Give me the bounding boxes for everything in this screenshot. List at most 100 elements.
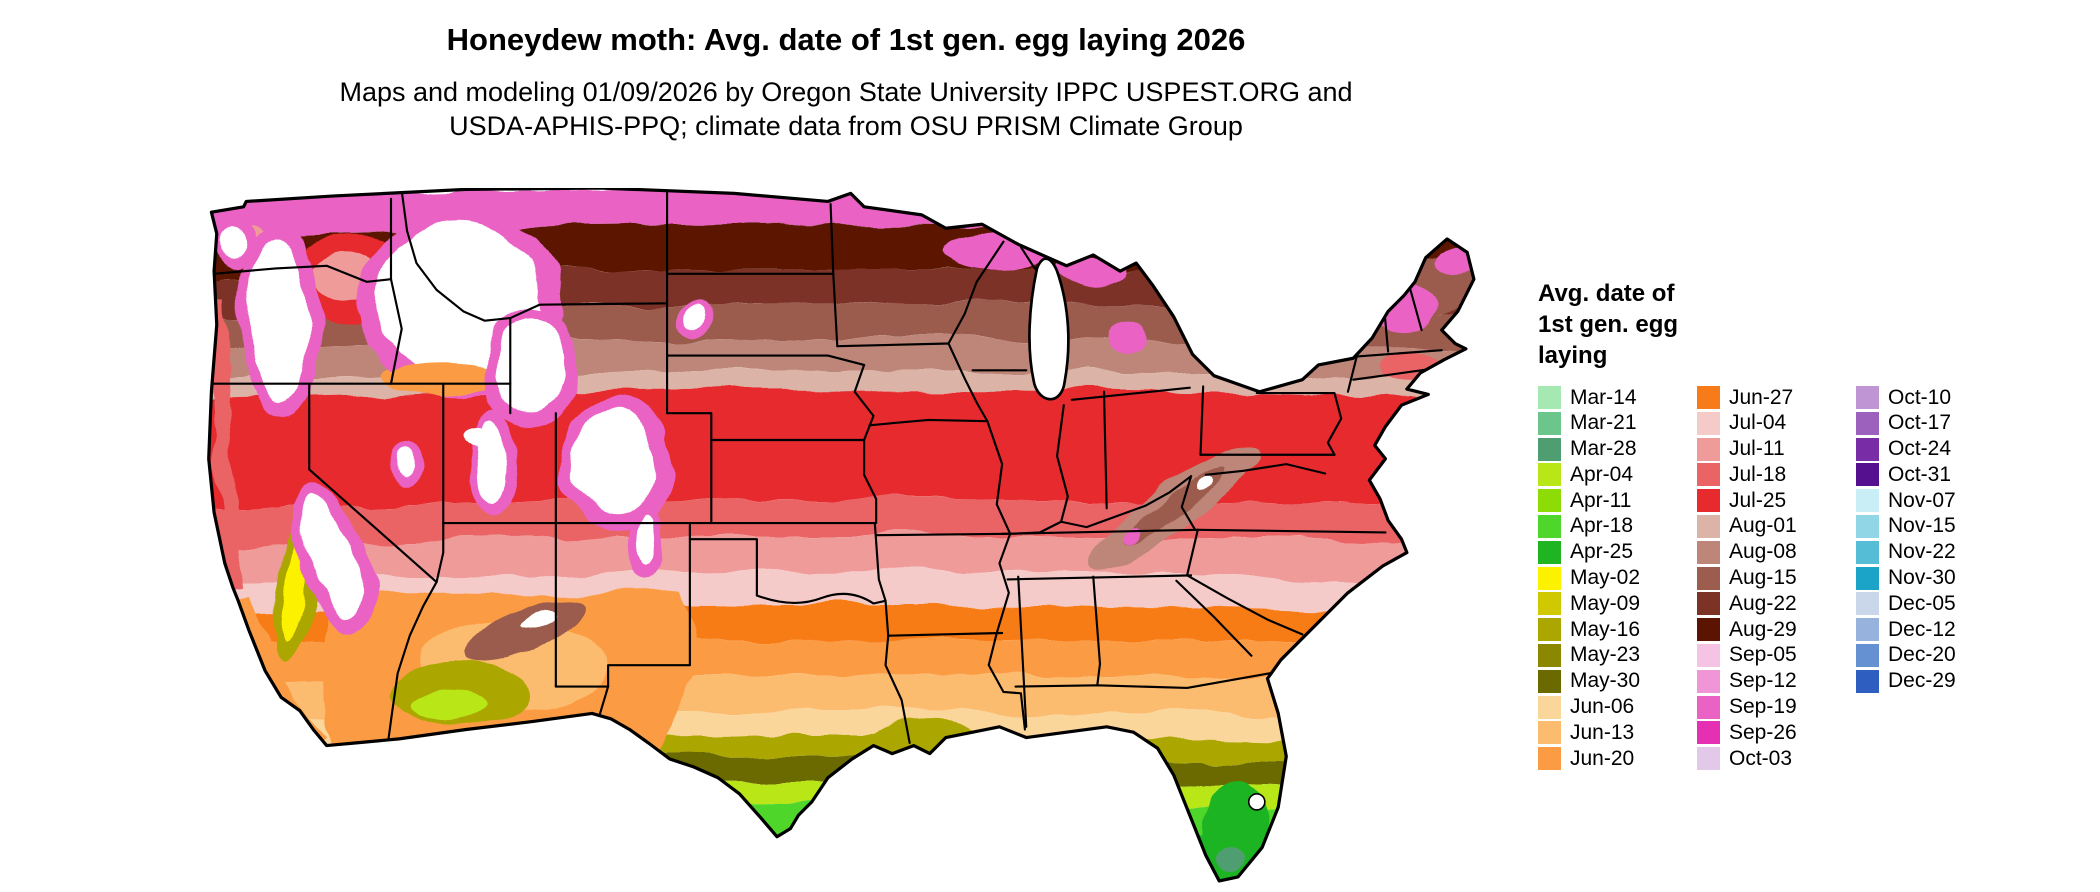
legend-swatch [1538,669,1561,693]
legend-swatch [1697,514,1720,538]
legend-label: Oct-10 [1888,385,1952,409]
legend-title-line: Avg. date of [1538,280,1675,307]
legend-swatch [1538,386,1561,409]
state-border [1102,390,1108,510]
legend-swatch [1856,463,1879,487]
legend-item: Oct-17 [1856,411,1956,435]
state-border [1060,475,1193,529]
legend-swatch [1538,643,1561,667]
state-border [1001,528,1199,535]
legend-label: May-02 [1570,566,1641,590]
map-region [687,304,706,327]
legend-item: May-09 [1538,592,1640,616]
legend-label: Nov-30 [1888,566,1956,590]
legend-item: Sep-05 [1697,643,1797,667]
legend-swatch [1538,514,1561,538]
legend-item: May-16 [1538,618,1640,642]
map-region [1197,475,1215,490]
legend-swatch [1856,592,1879,616]
legend-item: Aug-01 [1697,514,1797,538]
state-border [688,538,758,597]
legend-swatch [1856,386,1879,409]
map-band [208,831,1474,881]
legend-label: May-23 [1570,643,1641,667]
legend-swatch [1697,669,1720,693]
legend-label: Nov-07 [1888,488,1956,512]
legend-item: Mar-21 [1538,411,1640,435]
legend-label: Mar-21 [1570,411,1637,435]
legend-swatch [1538,540,1561,564]
state-border [947,240,1026,731]
legend-item: Oct-10 [1856,386,1956,409]
legend-item: Jul-11 [1697,437,1797,461]
legend-label: Oct-03 [1729,746,1793,770]
legend-item: Jun-06 [1538,695,1640,719]
legend-label: Jul-25 [1729,488,1787,512]
map-region [302,496,360,620]
legend-item: Sep-12 [1697,669,1797,693]
legend-swatch [1697,386,1720,409]
legend-title: Avg. date of 1st gen. egg laying [1538,278,1678,372]
legend-label: Dec-05 [1888,591,1956,615]
legend-label: Jul-04 [1729,411,1787,435]
state-border [829,203,839,348]
legend-item: Jun-20 [1538,747,1640,771]
legend-swatch [1538,566,1561,590]
legend-swatch [1538,437,1561,461]
legend-swatch [1856,437,1879,461]
state-border [389,278,403,385]
legend-item: Apr-11 [1538,489,1640,513]
map-region [248,238,308,406]
legend-swatch [1856,514,1879,538]
legend-swatch [1697,592,1720,616]
map-band [208,535,1474,585]
legend-label: Dec-29 [1888,669,1956,693]
legend-label: Apr-18 [1570,514,1634,538]
legend-label: Dec-20 [1888,643,1956,667]
legend-label: Sep-05 [1729,643,1797,667]
legend-item: Jul-18 [1697,462,1797,487]
page-title: Honeydew moth: Avg. date of 1st gen. egg… [446,22,1246,57]
legend-item: Aug-22 [1697,592,1797,616]
legend-swatch [1856,669,1879,693]
legend-item: May-23 [1538,643,1641,667]
legend-item: Dec-20 [1856,643,1956,667]
lake-michigan [1028,257,1070,401]
legend-label: Mar-28 [1570,437,1637,461]
legend-item: Nov-30 [1856,566,1956,590]
state-border [863,438,878,525]
legend-label: Jul-18 [1729,462,1787,486]
legend-swatch [1697,489,1720,513]
map-region [1108,322,1149,355]
state-border [1070,386,1191,401]
state-border [213,264,393,283]
state-border [884,599,911,744]
legend-swatch [1697,540,1720,564]
legend-label: Sep-26 [1729,720,1797,744]
legend-swatch [1538,695,1561,719]
map-region [492,320,566,412]
legend-swatch [1697,411,1720,435]
state-border [387,580,438,742]
lakes [1028,257,1266,811]
legend-item: Aug-15 [1697,566,1797,590]
legend-item: Aug-08 [1697,540,1797,564]
map-region [521,608,559,631]
state-border [1006,574,1193,581]
legend-item: Apr-25 [1538,540,1640,564]
state-border [1255,392,1343,456]
legend-swatch [1697,618,1720,642]
map-region [1331,318,1356,337]
legend-item: Apr-04 [1538,463,1640,487]
state-border [1180,475,1197,531]
legend-label: Aug-08 [1729,540,1797,564]
state-border [1349,349,1443,358]
legend-label: Jun-06 [1570,695,1635,719]
legend-item: Jun-27 [1697,386,1797,409]
legend-swatch [1538,721,1561,745]
map-band [208,804,1474,845]
map-region [872,720,985,755]
legend-item: May-02 [1538,566,1641,590]
map-region [1380,352,1445,383]
legend-swatch [1856,540,1879,564]
